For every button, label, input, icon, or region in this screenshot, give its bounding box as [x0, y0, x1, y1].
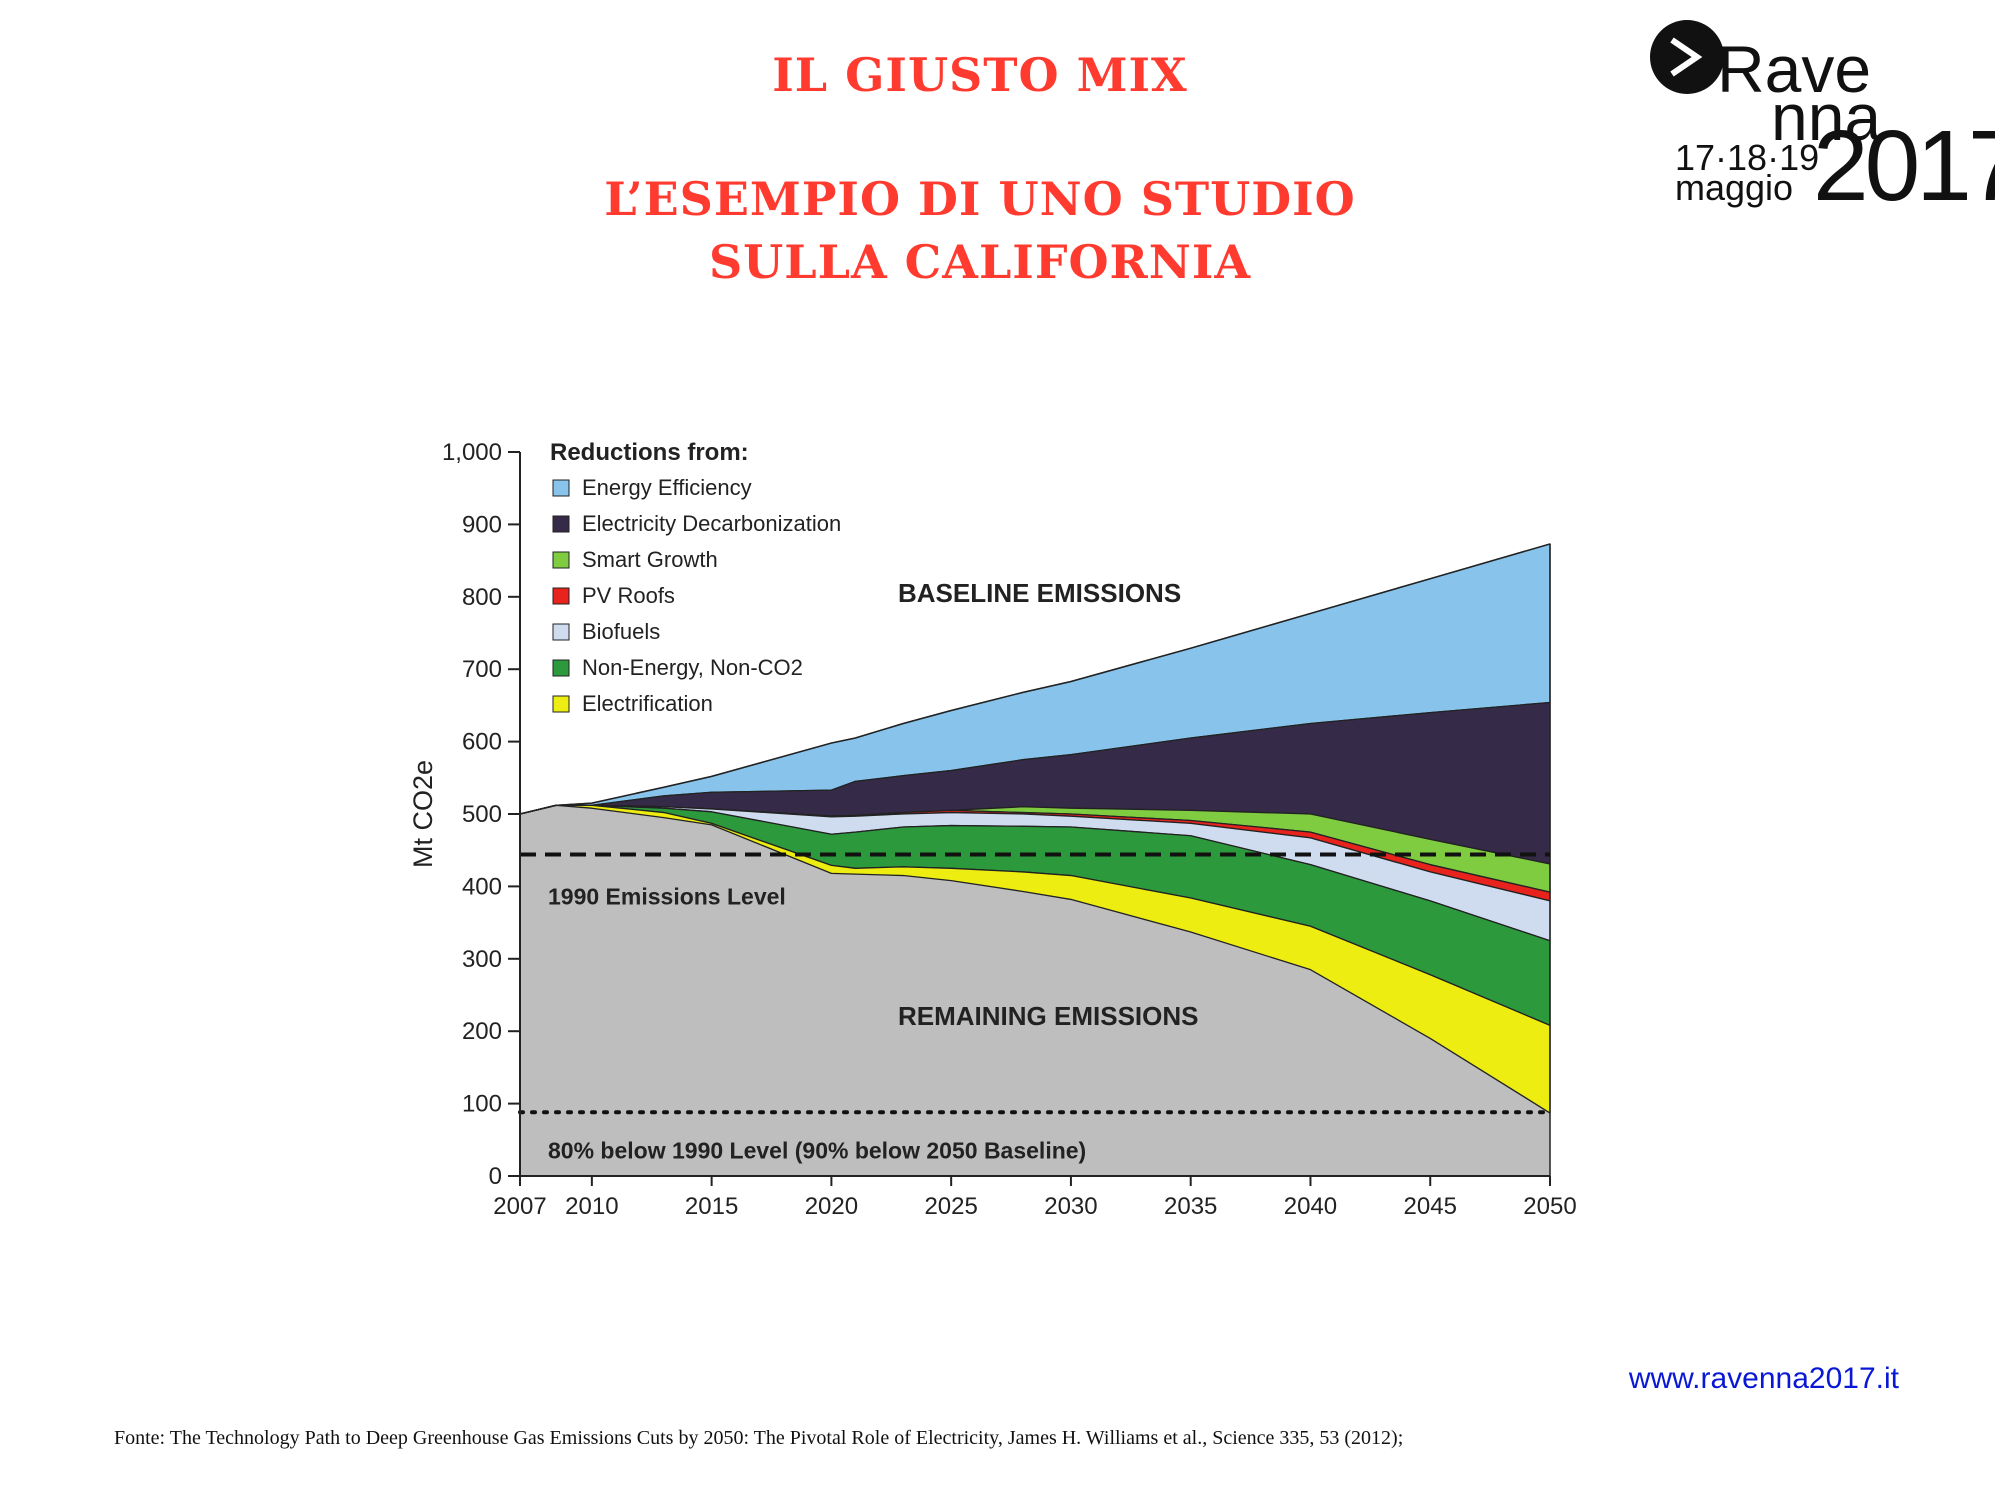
chart-legend: Reductions from: Energy Efficiency Electri…: [550, 439, 841, 716]
x-tick-label: 2007: [493, 1193, 546, 1220]
slide-title: IL GIUSTO MIX: [772, 48, 1188, 102]
y-tick-label: 0: [489, 1163, 502, 1190]
x-tick-label: 2050: [1523, 1193, 1576, 1220]
y-tick-label: 900: [462, 511, 502, 538]
legend-swatch: [552, 479, 570, 497]
logo-arrow-icon: [1670, 37, 1703, 77]
y-tick-label: 600: [462, 729, 502, 756]
x-tick-label: 2030: [1044, 1193, 1097, 1220]
legend-swatch: [552, 551, 570, 569]
reference-label-dashed: 1990 Emissions Level: [548, 884, 786, 910]
logo-month: maggio: [1675, 167, 1793, 208]
logo-word-nna: nna: [1771, 80, 1881, 154]
legend-swatch: [552, 587, 570, 605]
x-tick-label: 2040: [1284, 1193, 1337, 1220]
reference-label-dotted: 80% below 1990 Level (90% below 2050 Bas…: [548, 1137, 1086, 1163]
legend-label: Smart Growth: [582, 547, 718, 572]
x-tick-label: 2015: [685, 1193, 738, 1220]
x-tick-label: 2045: [1404, 1193, 1457, 1220]
legend-title: Reductions from:: [550, 439, 749, 466]
legend-swatch: [552, 659, 570, 677]
slide-subtitle-line1: L’ESEMPIO DI UNO STUDIO: [604, 172, 1356, 226]
y-tick-label: 700: [462, 656, 502, 683]
annotation-remaining-emissions: REMAINING EMISSIONS: [898, 1001, 1198, 1031]
website-url[interactable]: www.ravenna2017.it: [1628, 1362, 1899, 1395]
logo-circle-icon: [1650, 20, 1724, 94]
logo-word-rave: Rave: [1717, 32, 1871, 106]
y-tick-label: 500: [462, 801, 502, 828]
source-citation: Fonte: The Technology Path to Deep Green…: [114, 1427, 1404, 1449]
legend-swatch: [552, 623, 570, 641]
legend-label: Non-Energy, Non-CO2: [582, 655, 803, 680]
y-tick-label: 300: [462, 946, 502, 973]
ravenna2017-logo: Rave nna 17·18·19 maggio 2017: [1650, 20, 1995, 220]
legend-label: Electricity Decarbonization: [582, 511, 841, 536]
chart-areas: [519, 543, 1551, 1176]
y-tick-label: 1,000: [442, 439, 502, 466]
legend-label: Electrification: [582, 691, 713, 716]
chart-axes: 0 100 200 300 400 500 600 700 800 900 1,000 2007 201…: [408, 439, 1577, 1220]
logo-dates: 17·18·19: [1675, 137, 1819, 178]
x-tick-label: 2025: [924, 1193, 977, 1220]
chart-annotations: BASELINE EMISSIONS REMAINING EMISSIONS: [898, 578, 1198, 1031]
emissions-chart: 1990 Emissions Level 80% below 1990 Level…: [408, 439, 1577, 1220]
baseline-line: [519, 543, 1551, 815]
y-tick-label: 800: [462, 584, 502, 611]
x-tick-label: 2020: [805, 1193, 858, 1220]
legend-label: PV Roofs: [582, 583, 675, 608]
y-tick-label: 400: [462, 873, 502, 900]
area-remaining-emissions: [520, 805, 1550, 1176]
y-axis-label: Mt CO2e: [408, 760, 438, 868]
slide-subtitle-line2: SULLA CALIFORNIA: [708, 235, 1252, 289]
x-tick-label: 2035: [1164, 1193, 1217, 1220]
legend-swatch: [552, 695, 570, 713]
annotation-baseline-emissions: BASELINE EMISSIONS: [898, 578, 1181, 608]
legend-swatch: [552, 515, 570, 533]
x-tick-label: 2010: [565, 1193, 618, 1220]
y-tick-label: 100: [462, 1091, 502, 1118]
reference-lines: 1990 Emissions Level 80% below 1990 Level…: [518, 852, 1552, 1163]
legend-label: Biofuels: [582, 619, 660, 644]
logo-year: 2017: [1813, 110, 1995, 220]
y-tick-label: 200: [462, 1018, 502, 1045]
legend-label: Energy Efficiency: [582, 475, 752, 500]
